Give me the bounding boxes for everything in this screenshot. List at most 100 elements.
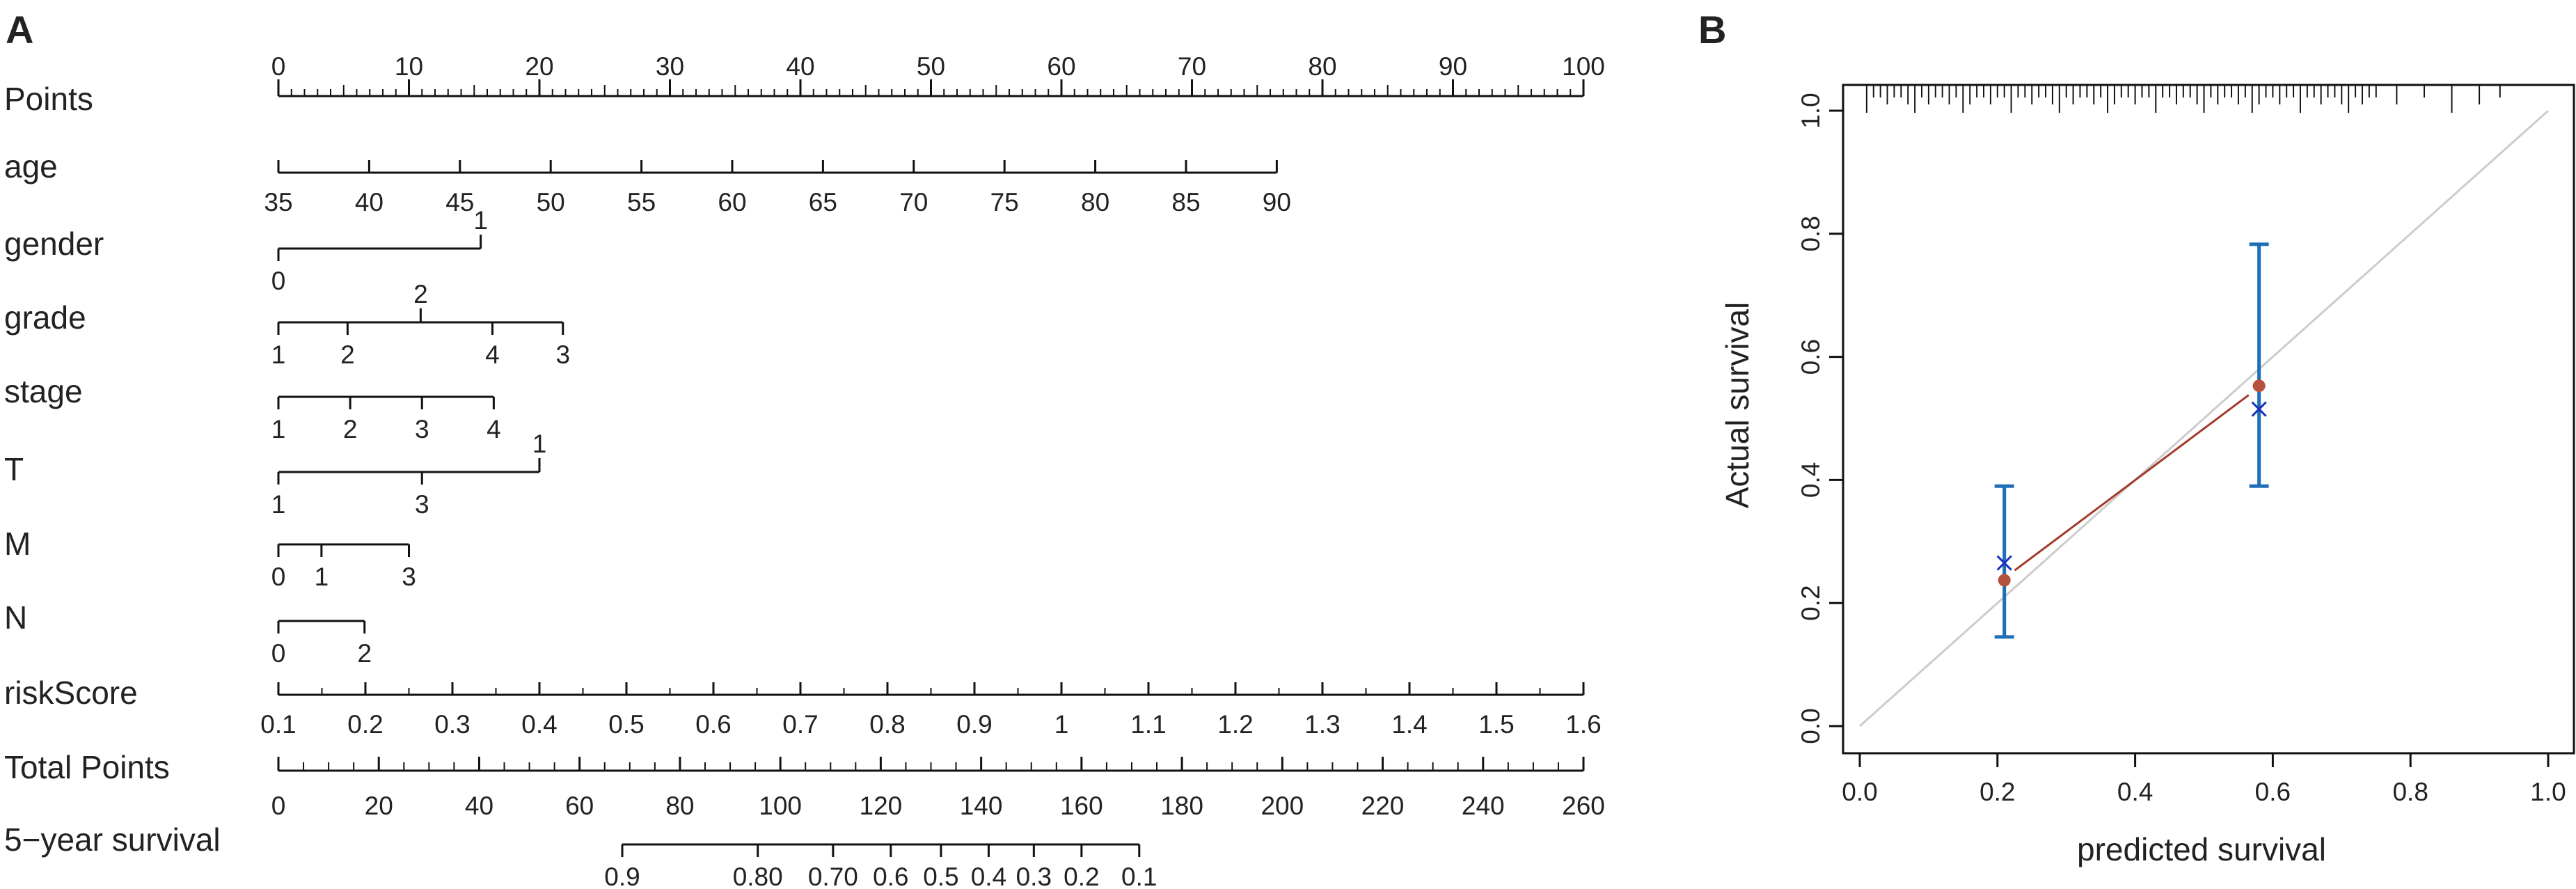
riskScore-tick-label: 0.1 — [260, 710, 296, 739]
grade-level-label: 2 — [413, 280, 428, 308]
gender-level-label: 1 — [473, 206, 488, 235]
total-points-tick-label: 80 — [665, 792, 694, 820]
T-level-label: 3 — [415, 490, 429, 519]
y-tick-label: 0.4 — [1796, 462, 1825, 498]
age-tick-label: 85 — [1171, 188, 1200, 217]
row-label-N: N — [4, 599, 27, 636]
y-tick-label: 0.6 — [1796, 339, 1825, 375]
total-points-tick-label: 0 — [271, 792, 286, 820]
riskScore-tick-label: 1.2 — [1217, 710, 1253, 739]
ideal-line — [1859, 109, 2549, 727]
y-tick-label: 1.0 — [1796, 93, 1825, 128]
y-tick-label: 0.0 — [1796, 708, 1825, 744]
riskScore-tick-label: 0.6 — [695, 710, 731, 739]
row-label-grade: grade — [4, 299, 86, 336]
M-level-label: 1 — [315, 562, 329, 591]
age-tick-label: 55 — [627, 188, 656, 217]
total-points-tick-label: 40 — [465, 792, 493, 820]
total-points-tick-label: 200 — [1261, 792, 1304, 820]
panel-label-b: B — [1698, 8, 1726, 52]
points-tick-label: 30 — [656, 52, 684, 81]
total-points-tick-label: 140 — [960, 792, 1003, 820]
row-label-gender: gender — [4, 226, 104, 262]
row-label-M: M — [4, 526, 31, 562]
M-level-label: 3 — [402, 562, 416, 591]
row-label-total-points: Total Points — [4, 749, 170, 785]
row-label-survival: 5−year survival — [4, 821, 221, 858]
x-tick-label: 1.0 — [2530, 778, 2566, 806]
observed-point — [2252, 379, 2266, 393]
stage-level-label: 1 — [271, 415, 286, 443]
points-tick-label: 40 — [786, 52, 814, 81]
total-points-tick-label: 160 — [1060, 792, 1103, 820]
x-tick-label: 0.0 — [1842, 778, 1877, 806]
age-tick-label: 50 — [537, 188, 565, 217]
survival-tick-label: 0.3 — [1016, 863, 1052, 889]
grade-level-label: 1 — [271, 340, 286, 369]
points-tick-label: 50 — [917, 52, 945, 81]
total-points-tick-label: 120 — [860, 792, 903, 820]
calibration-line — [2014, 394, 2250, 572]
survival-tick-label: 0.2 — [1064, 863, 1099, 889]
points-tick-label: 0 — [271, 52, 286, 81]
points-tick-label: 70 — [1178, 52, 1206, 81]
observed-point — [1998, 574, 2011, 587]
grade-level-label: 2 — [340, 340, 355, 369]
age-tick-label: 70 — [899, 188, 928, 217]
survival-tick-label: 0.6 — [873, 863, 908, 889]
gender-level-label: 0 — [271, 267, 286, 295]
riskScore-tick-label: 0.3 — [434, 710, 470, 739]
age-tick-label: 35 — [264, 188, 292, 217]
T-level-label: 1 — [271, 490, 286, 519]
riskScore-tick-label: 0.5 — [608, 710, 644, 739]
survival-tick-label: 0.5 — [923, 863, 958, 889]
points-tick-label: 10 — [395, 52, 423, 81]
survival-tick-label: 0.70 — [808, 863, 858, 889]
points-tick-label: 20 — [525, 52, 553, 81]
bias-marker-stroke — [1996, 555, 2012, 571]
points-tick-label: 100 — [1562, 52, 1605, 81]
total-points-tick-label: 100 — [759, 792, 802, 820]
row-label-points: Points — [4, 81, 93, 117]
x-tick-label: 0.6 — [2255, 778, 2291, 806]
total-points-tick-label: 240 — [1462, 792, 1505, 820]
age-tick-label: 60 — [718, 188, 746, 217]
row-label-stage: stage — [4, 373, 83, 409]
bias-marker-stroke — [2251, 401, 2267, 417]
row-label-age: age — [4, 148, 58, 184]
N-level-label: 0 — [271, 639, 286, 668]
points-tick-label: 60 — [1047, 52, 1075, 81]
bias-corrected-marker — [2251, 401, 2267, 417]
y-tick-label: 0.2 — [1796, 585, 1825, 620]
survival-tick-label: 0.9 — [604, 863, 640, 889]
riskScore-tick-label: 1.1 — [1130, 710, 1166, 739]
riskScore-tick-label: 1.6 — [1565, 710, 1601, 739]
riskScore-tick-label: 0.9 — [956, 710, 992, 739]
riskScore-tick-label: 1.5 — [1478, 710, 1514, 739]
row-label-riskScore: riskScore — [4, 675, 138, 711]
panel-label-a: A — [6, 8, 33, 52]
survival-tick-label: 0.4 — [971, 863, 1006, 889]
total-points-tick-label: 220 — [1361, 792, 1405, 820]
x-tick-label: 0.8 — [2392, 778, 2428, 806]
age-tick-label: 40 — [355, 188, 384, 217]
x-tick-label: 0.2 — [1980, 778, 2015, 806]
riskScore-tick-label: 0.8 — [869, 710, 905, 739]
stage-level-label: 3 — [415, 415, 429, 443]
x-axis-title: predicted survival — [2077, 831, 2326, 867]
T-level-label: 1 — [532, 430, 547, 458]
bias-corrected-marker — [1996, 555, 2012, 571]
y-tick-label: 0.8 — [1796, 216, 1825, 251]
y-axis-title: Actual survival — [1719, 302, 1755, 509]
riskScore-tick-label: 1.4 — [1391, 710, 1427, 739]
M-level-label: 0 — [271, 562, 286, 591]
calibration-panel: B 0.0 0.2 0.4 0.6 0.8 1.0 0.0 0.2 0.4 0.6 0.8 1.0 pr… — [1698, 8, 2575, 867]
points-tick-label: 80 — [1308, 52, 1336, 81]
plot-frame — [1842, 84, 2575, 755]
riskScore-tick-label: 1.3 — [1304, 710, 1340, 739]
riskScore-tick-label: 0.2 — [347, 710, 383, 739]
points-tick-label: 90 — [1439, 52, 1467, 81]
total-points-tick-label: 20 — [365, 792, 393, 820]
stage-level-label: 4 — [487, 415, 501, 443]
